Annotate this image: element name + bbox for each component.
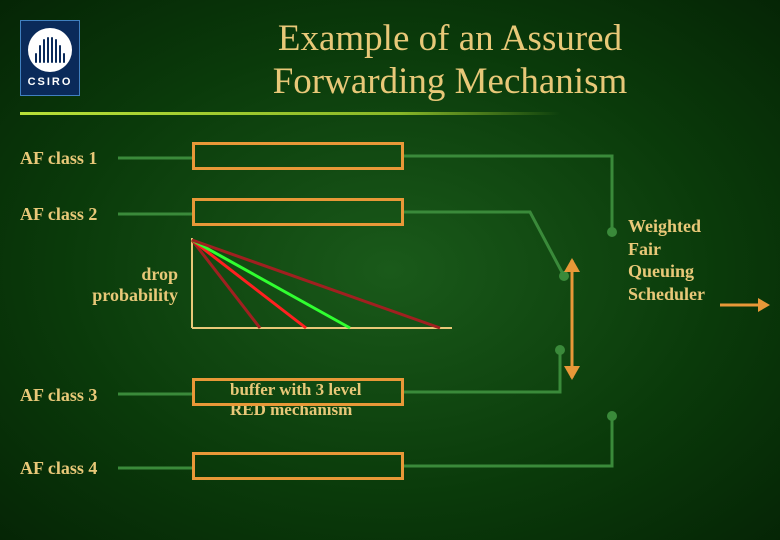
sched-2: Fair — [628, 239, 661, 259]
drop-label-2: probability — [92, 285, 178, 305]
sched-3: Queuing — [628, 261, 694, 281]
slide-title: Example of an Assured Forwarding Mechani… — [200, 18, 700, 103]
sched-4: Scheduler — [628, 284, 705, 304]
af-class-4-label: AF class 4 — [20, 458, 97, 479]
csiro-logo: CSIRO — [20, 20, 80, 96]
buffer-box-2 — [192, 198, 404, 226]
sched-1: Weighted — [628, 216, 701, 236]
buffer-box-3 — [192, 378, 404, 406]
logo-circle — [28, 28, 72, 72]
title-underline — [20, 112, 560, 115]
buffer-box-1 — [192, 142, 404, 170]
title-line1: Example of an Assured — [278, 18, 622, 59]
af-class-2-label: AF class 2 — [20, 204, 97, 225]
af-class-1-label: AF class 1 — [20, 148, 97, 169]
logo-text: CSIRO — [28, 76, 73, 88]
af-class-3-label: AF class 3 — [20, 385, 97, 406]
buffer-box-4 — [192, 452, 404, 480]
drop-probability-label: drop probability — [88, 264, 178, 306]
logo-bars — [35, 37, 65, 63]
drop-label-1: drop — [141, 264, 178, 284]
scheduler-label: Weighted Fair Queuing Scheduler — [628, 215, 705, 305]
title-line2: Forwarding Mechanism — [273, 61, 628, 102]
